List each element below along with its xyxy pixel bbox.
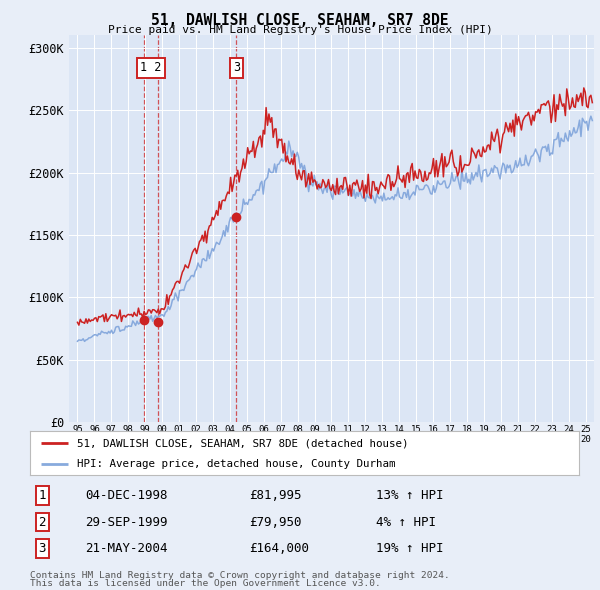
Text: £164,000: £164,000 [250,542,310,555]
Text: £81,995: £81,995 [250,489,302,502]
Text: 29-SEP-1999: 29-SEP-1999 [85,516,167,529]
Text: Contains HM Land Registry data © Crown copyright and database right 2024.: Contains HM Land Registry data © Crown c… [30,571,450,579]
Text: 2: 2 [38,516,46,529]
Text: 19% ↑ HPI: 19% ↑ HPI [376,542,443,555]
Text: HPI: Average price, detached house, County Durham: HPI: Average price, detached house, Coun… [77,459,395,469]
Text: This data is licensed under the Open Government Licence v3.0.: This data is licensed under the Open Gov… [30,579,381,588]
Text: 1 2: 1 2 [140,61,161,74]
Text: 04-DEC-1998: 04-DEC-1998 [85,489,167,502]
Text: £79,950: £79,950 [250,516,302,529]
Text: 3: 3 [233,61,240,74]
Text: 1: 1 [38,489,46,502]
Text: 3: 3 [38,542,46,555]
Text: 13% ↑ HPI: 13% ↑ HPI [376,489,443,502]
Text: 51, DAWLISH CLOSE, SEAHAM, SR7 8DE (detached house): 51, DAWLISH CLOSE, SEAHAM, SR7 8DE (deta… [77,438,408,448]
Text: Price paid vs. HM Land Registry's House Price Index (HPI): Price paid vs. HM Land Registry's House … [107,25,493,35]
Text: 21-MAY-2004: 21-MAY-2004 [85,542,167,555]
Text: 51, DAWLISH CLOSE, SEAHAM, SR7 8DE: 51, DAWLISH CLOSE, SEAHAM, SR7 8DE [151,13,449,28]
Text: 4% ↑ HPI: 4% ↑ HPI [376,516,436,529]
